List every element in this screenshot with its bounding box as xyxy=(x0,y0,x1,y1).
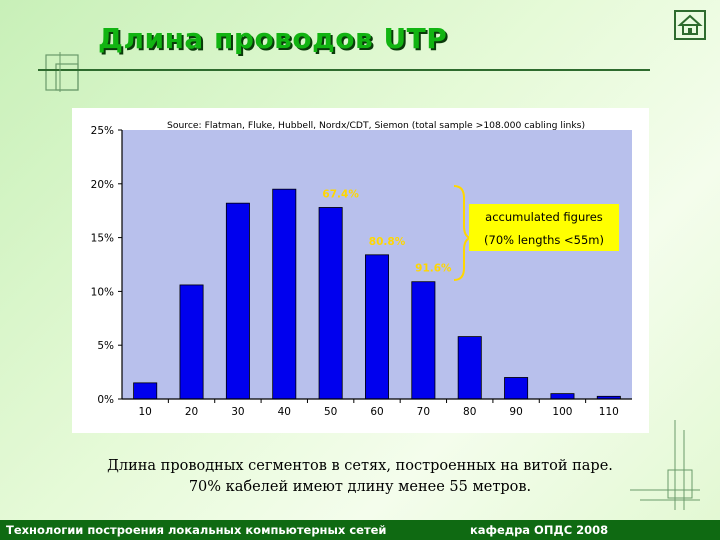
footer-course-title: Технологии построения локальных компьюте… xyxy=(6,523,387,537)
y-tick-label: 20% xyxy=(91,179,114,191)
legend-line-1: accumulated figures xyxy=(485,210,603,224)
x-tick-label: 100 xyxy=(552,406,572,418)
bar xyxy=(179,284,204,400)
bar xyxy=(411,281,436,400)
x-tick-label: 60 xyxy=(370,406,383,418)
x-tick-label: 80 xyxy=(463,406,476,418)
y-tick-label: 10% xyxy=(91,286,114,298)
caption: Длина проводных сегментов в сетях, постр… xyxy=(60,456,660,498)
bar xyxy=(550,393,575,400)
legend-line-2: (70% lengths <55m) xyxy=(484,233,604,247)
x-tick-label: 30 xyxy=(231,406,244,418)
y-tick-label: 0% xyxy=(97,394,114,406)
bar-annotation: 91.6% xyxy=(415,263,452,275)
bar-annotation: 67.4% xyxy=(322,188,359,200)
bar xyxy=(457,336,482,400)
x-tick-label: 10 xyxy=(138,406,151,418)
slide-title: Длина проводов UTP xyxy=(98,22,448,55)
bar xyxy=(365,254,389,400)
caption-line-1: Длина проводных сегментов в сетях, постр… xyxy=(107,458,613,474)
x-tick-label: 40 xyxy=(278,406,291,418)
chart-source: Source: Flatman, Fluke, Hubbell, Nordx/C… xyxy=(167,120,585,131)
footer-bar: Технологии построения локальных компьюте… xyxy=(0,520,720,540)
bar xyxy=(272,188,297,400)
bar-chart: 0% 5% 10% 15% 20% 25% 10 20 30 40 50 60 70 80 90 100 11… xyxy=(91,120,632,418)
x-tick-label: 20 xyxy=(185,406,198,418)
caption-line-2: 70% кабелей имеют длину менее 55 метров. xyxy=(188,479,532,495)
bar xyxy=(318,207,343,400)
x-tick-label: 50 xyxy=(324,406,337,418)
bar xyxy=(504,377,529,400)
home-button[interactable] xyxy=(674,10,706,40)
bar xyxy=(133,382,158,400)
x-tick-label: 90 xyxy=(509,406,522,418)
bar xyxy=(225,202,250,400)
x-tick-label: 110 xyxy=(599,406,619,418)
legend-box xyxy=(469,204,619,251)
y-tick-label: 15% xyxy=(91,233,114,245)
y-tick-label: 25% xyxy=(91,125,114,137)
home-icon xyxy=(677,14,703,35)
y-tick-label: 5% xyxy=(97,340,114,352)
bar-annotation: 80.8% xyxy=(369,236,406,248)
x-tick-label: 70 xyxy=(417,406,430,418)
footer-department: кафедра ОПДС 2008 xyxy=(470,523,609,537)
chart-container: 0% 5% 10% 15% 20% 25% 10 20 30 40 50 60 70 80 90 100 11… xyxy=(72,108,649,433)
